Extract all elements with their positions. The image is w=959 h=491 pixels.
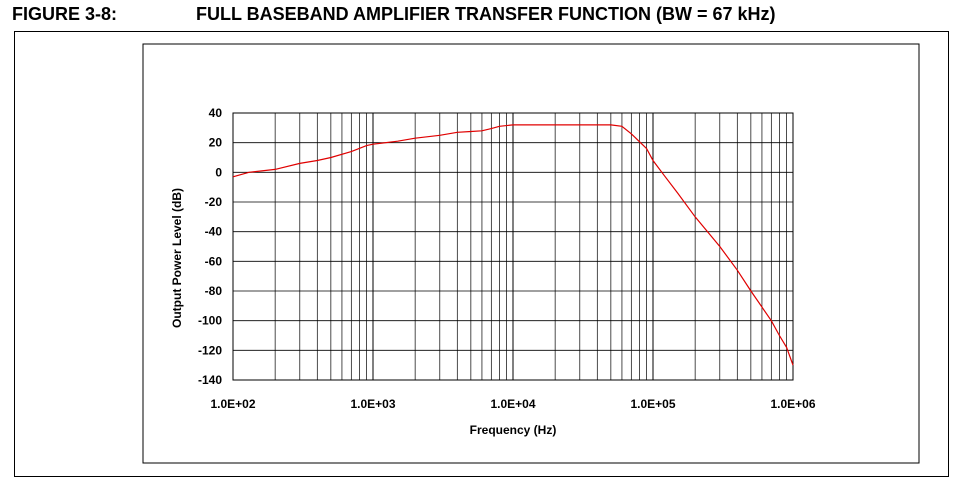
x-tick-label: 1.0E+05 — [630, 397, 675, 411]
x-axis-label: Frequency (Hz) — [470, 423, 557, 437]
y-tick-label: -140 — [198, 373, 222, 387]
x-tick-labels: 1.0E+02 1.0E+03 1.0E+04 1.0E+05 1.0E+06 — [210, 397, 815, 411]
y-tick-label: -60 — [205, 254, 223, 268]
y-tick-label: -20 — [205, 195, 223, 209]
x-tick-label: 1.0E+04 — [490, 397, 535, 411]
y-tick-label: -80 — [205, 284, 223, 298]
y-tick-label: -40 — [205, 225, 223, 239]
grid — [232, 112, 794, 381]
y-tick-label: 40 — [209, 106, 223, 120]
x-tick-label: 1.0E+02 — [210, 397, 255, 411]
x-tick-label: 1.0E+03 — [350, 397, 395, 411]
x-tick-label: 1.0E+06 — [770, 397, 815, 411]
y-tick-label: 20 — [209, 136, 223, 150]
y-tick-label: -120 — [198, 343, 222, 357]
y-axis-label: Output Power Level (dB) — [170, 188, 184, 328]
series-line — [232, 124, 794, 366]
y-tick-label: 0 — [215, 165, 222, 179]
figure-title: FULL BASEBAND AMPLIFIER TRANSFER FUNCTIO… — [196, 4, 776, 24]
figure-label: FIGURE 3-8: — [12, 4, 118, 24]
y-tick-labels: 40 20 0 -20 -40 -60 -80 -100 -120 -140 — [198, 106, 222, 387]
figure-frame — [14, 31, 949, 477]
plot-border — [232, 112, 794, 381]
y-tick-label: -100 — [198, 314, 222, 328]
plot-area-box — [142, 43, 920, 464]
